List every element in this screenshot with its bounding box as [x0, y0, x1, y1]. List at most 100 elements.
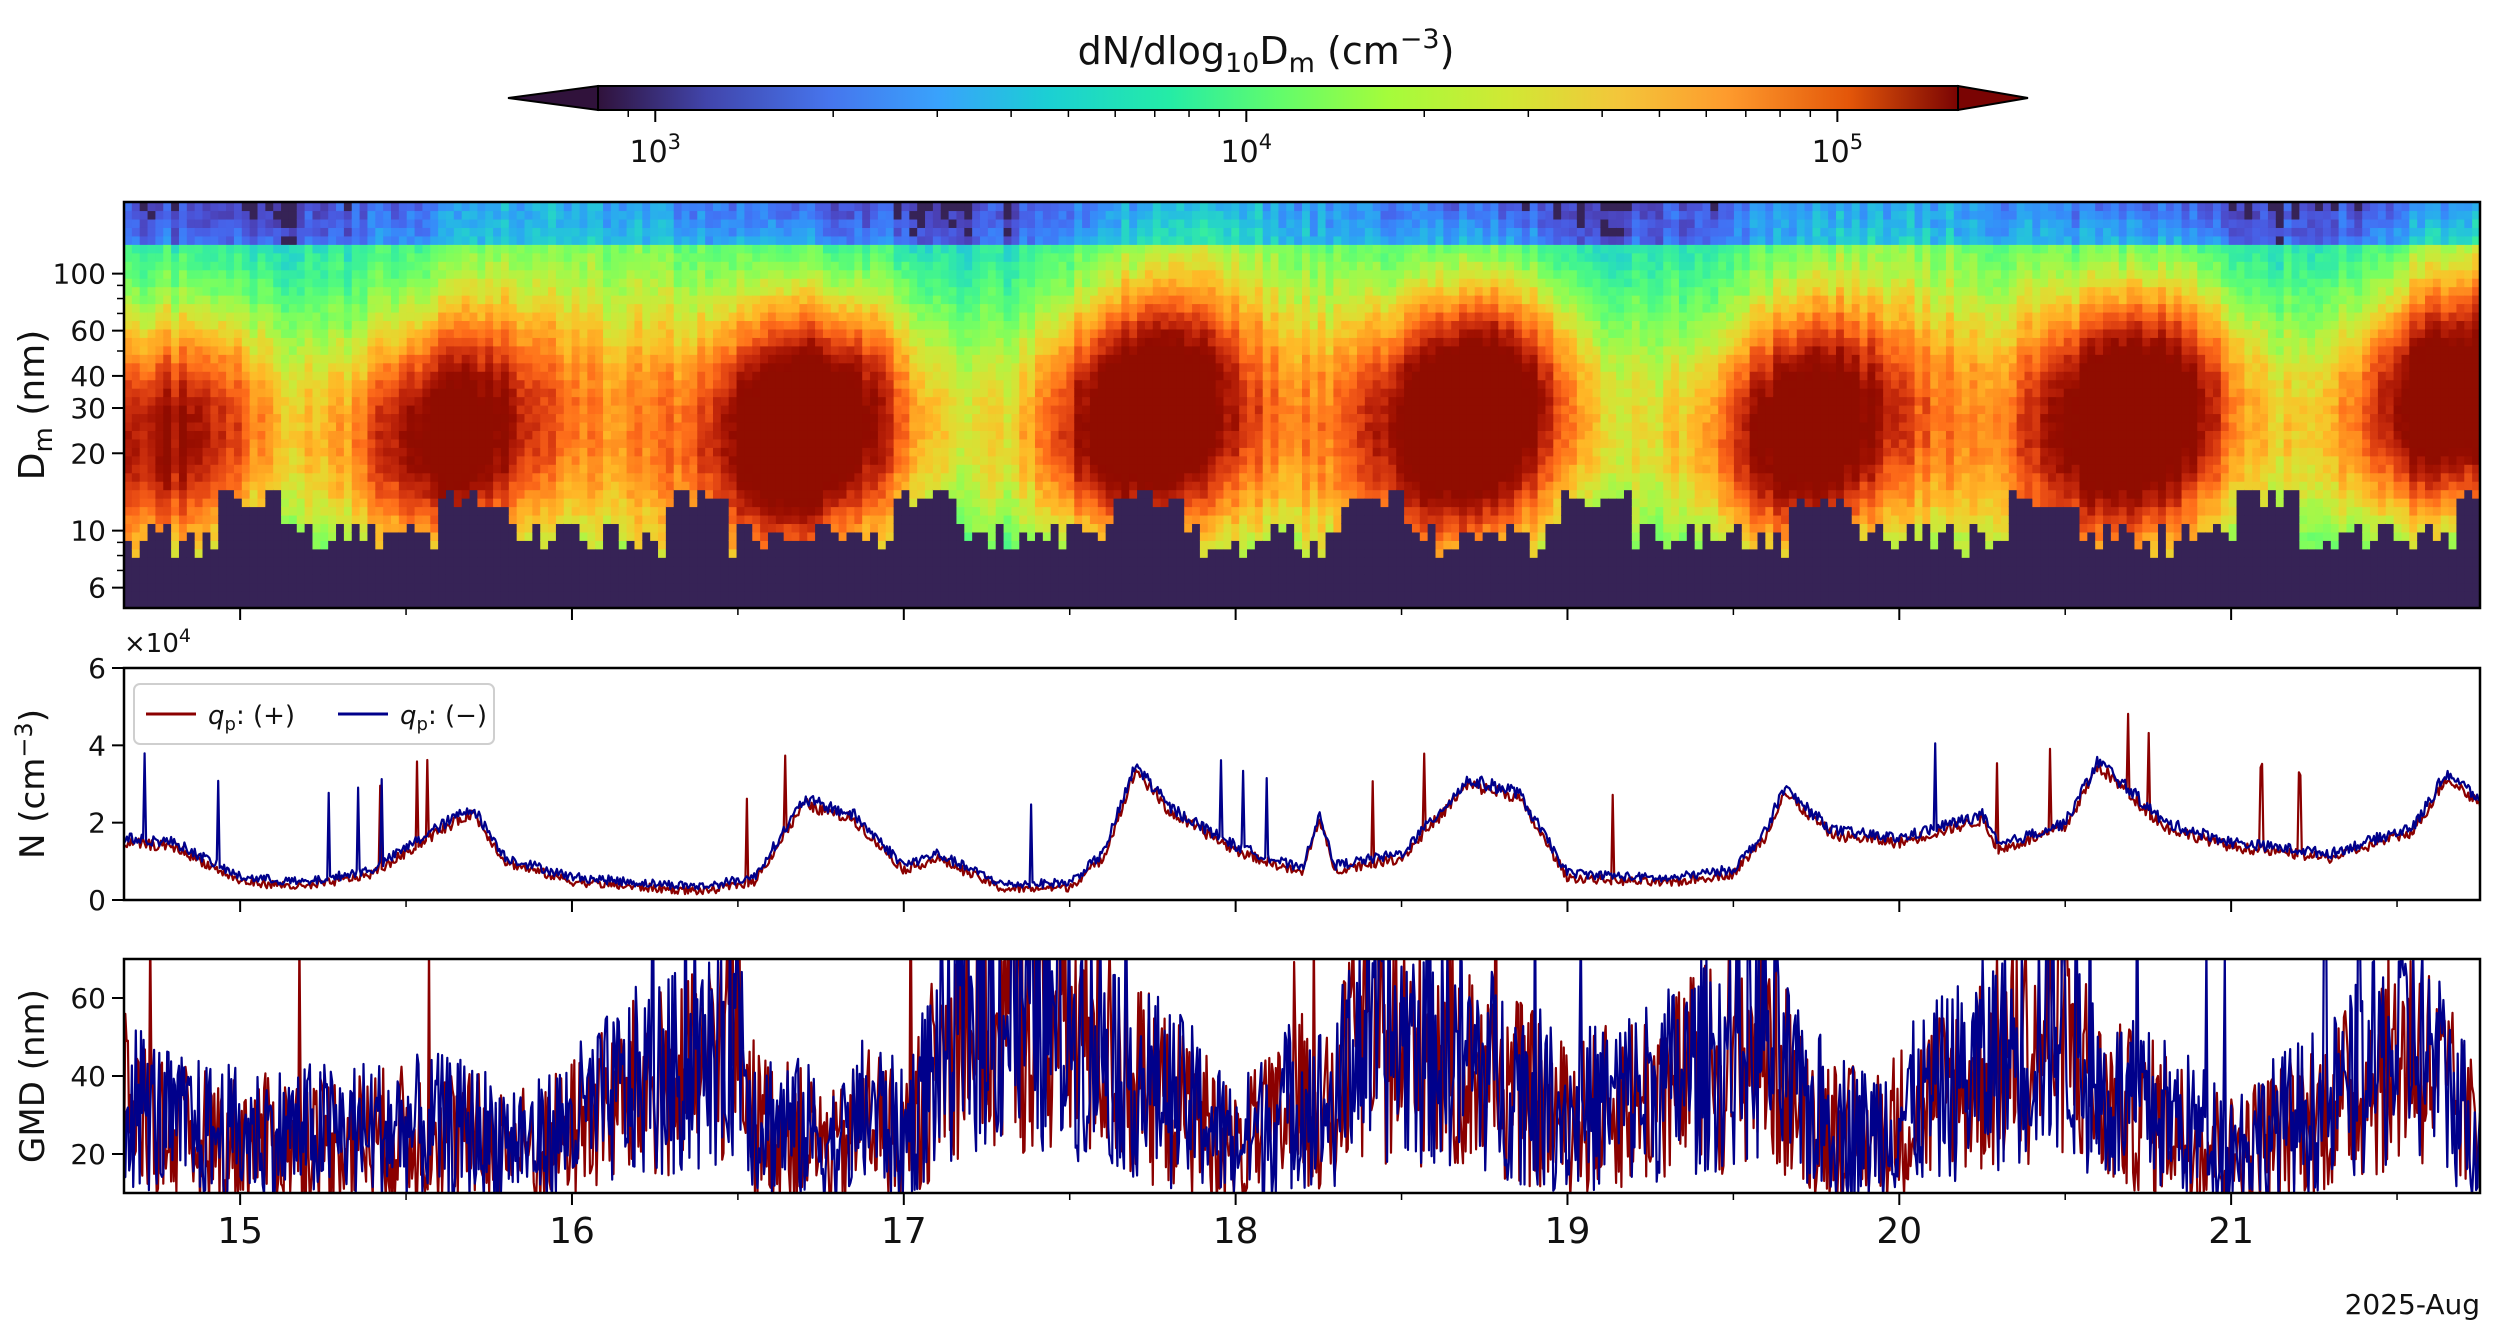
heatmap-cell	[720, 557, 730, 567]
heatmap-cell	[477, 481, 486, 491]
heatmap-cell	[815, 430, 824, 440]
heatmap-cell	[155, 244, 164, 254]
heatmap-cell	[870, 455, 879, 465]
heatmap-cell	[304, 489, 314, 499]
heatmap-cell	[618, 430, 628, 440]
heatmap-cell	[422, 506, 431, 516]
heatmap-cell	[713, 481, 722, 491]
heatmap-cell	[760, 278, 769, 288]
heatmap-cell	[508, 362, 518, 372]
heatmap-cell	[862, 388, 871, 398]
heatmap-cell	[257, 235, 266, 245]
heatmap-cell	[870, 278, 879, 288]
heatmap-cell	[634, 472, 643, 482]
heatmap-cell	[453, 218, 463, 228]
heatmap-cell	[697, 421, 706, 431]
heatmap-cell	[147, 540, 157, 550]
heatmap-cell	[288, 303, 298, 313]
heatmap-cell	[744, 388, 753, 398]
heatmap-cell	[163, 472, 172, 482]
heatmap-cell	[532, 261, 541, 271]
heatmap-cell	[131, 489, 141, 499]
heatmap-cell	[257, 388, 266, 398]
heatmap-cell	[359, 371, 369, 381]
heatmap-cell	[430, 278, 439, 288]
heatmap-cell	[791, 447, 800, 457]
heatmap-cell	[799, 557, 808, 567]
heatmap-cell	[139, 227, 149, 237]
heatmap-cell	[210, 430, 219, 440]
heatmap-cell	[351, 320, 361, 330]
heatmap-cell	[870, 557, 879, 567]
heatmap-cell	[320, 244, 329, 254]
heatmap-cell	[587, 286, 596, 296]
heatmap-cell	[579, 286, 588, 296]
heatmap-cell	[493, 472, 502, 482]
heatmap-cell	[508, 548, 518, 558]
heatmap-cell	[391, 210, 400, 220]
heatmap-cell	[328, 227, 337, 237]
heatmap-cell	[422, 261, 431, 271]
heatmap-cell	[932, 591, 942, 601]
heatmap-cell	[642, 481, 651, 491]
heatmap-cell	[273, 565, 282, 575]
heatmap-cell	[665, 464, 675, 474]
heatmap-cell	[194, 523, 204, 533]
heatmap-cell	[618, 464, 628, 474]
heatmap-cell	[650, 413, 659, 423]
heatmap-cell	[359, 472, 369, 482]
heatmap-cell	[281, 388, 290, 398]
heatmap-cell	[728, 565, 738, 575]
heatmap-cell	[752, 447, 761, 457]
heatmap-cell	[524, 244, 533, 254]
heatmap-cell	[218, 303, 227, 313]
heatmap-cell	[555, 311, 565, 322]
heatmap-cell	[728, 235, 738, 245]
heatmap-cell	[445, 498, 455, 508]
heatmap-cell	[430, 218, 439, 228]
heatmap-cell	[163, 455, 172, 465]
heatmap-cell	[720, 311, 730, 322]
heatmap-cell	[469, 557, 478, 567]
heatmap-cell	[406, 430, 416, 440]
heatmap-cell	[461, 311, 471, 322]
heatmap-cell	[846, 413, 855, 423]
heatmap-cell	[917, 472, 926, 482]
heatmap-cell	[147, 278, 157, 288]
heatmap-cell	[249, 371, 259, 381]
heatmap-cell	[705, 328, 714, 338]
heatmap-cell	[383, 252, 392, 262]
heatmap-cell	[540, 388, 549, 398]
heatmap-cell	[877, 202, 887, 212]
heatmap-cell	[445, 430, 455, 440]
heatmap-cell	[838, 328, 848, 338]
heatmap-cell	[540, 574, 549, 584]
heatmap-cell	[595, 328, 604, 338]
heatmap-cell	[626, 379, 636, 389]
heatmap-cell	[273, 345, 282, 355]
heatmap-cell	[296, 599, 306, 608]
heatmap-cell	[391, 388, 400, 398]
heatmap-cell	[862, 557, 871, 567]
heatmap-cell	[233, 557, 243, 567]
heatmap-cell	[273, 202, 282, 212]
heatmap-cell	[375, 523, 384, 533]
heatmap-cell	[375, 320, 384, 330]
heatmap-cell	[524, 388, 533, 398]
heatmap-cell	[752, 498, 761, 508]
heatmap-cell	[218, 574, 227, 584]
heatmap-cell	[516, 303, 526, 313]
heatmap-cell	[288, 481, 298, 491]
heatmap-cell	[618, 202, 628, 212]
heatmap-cell	[532, 337, 541, 347]
heatmap-cell	[422, 565, 431, 575]
heatmap-cell	[131, 388, 141, 398]
heatmap-cell	[626, 405, 636, 415]
heatmap-cell	[571, 396, 581, 406]
heatmap-cell	[885, 481, 895, 491]
heatmap-cell	[398, 498, 408, 508]
heatmap-cell	[194, 438, 204, 448]
heatmap-cell	[398, 455, 408, 465]
heatmap-cell	[697, 557, 706, 567]
heatmap-cell	[885, 430, 895, 440]
